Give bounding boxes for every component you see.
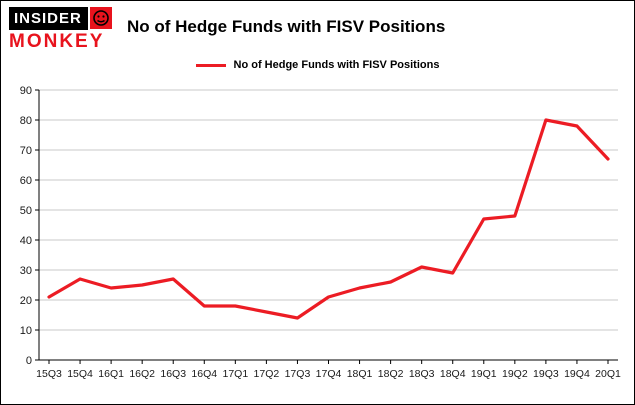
x-tick-label: 20Q1 [595,368,621,380]
line-chart: 0 10 20 30 40 50 60 70 80 90 15Q3 15Q4 16Q1 16Q2 16Q3 1… [20,85,621,380]
x-tick-label: 17Q1 [222,368,248,380]
y-tick-label: 60 [20,175,32,187]
y-tick-label: 90 [20,85,32,97]
monkey-icon [89,7,112,29]
y-tick-label: 50 [20,205,32,217]
y-tick-label: 70 [20,145,32,157]
page-title: No of Hedge Funds with FISV Positions [127,17,446,36]
x-tick-label: 18Q2 [378,368,404,380]
legend-label: No of Hedge Funds with FISV Positions [233,59,440,71]
x-tick-label: 16Q4 [191,368,217,380]
series-line [47,118,610,320]
logo-insider-text: INSIDER [9,7,88,30]
y-tick-label: 80 [20,115,32,127]
x-tick-label: 18Q3 [409,368,435,380]
x-tick-label: 16Q3 [160,368,186,380]
y-tick-label: 10 [20,325,32,337]
x-tick-label: 19Q3 [533,368,559,380]
x-tick-label: 15Q4 [67,368,93,380]
x-tick-label: 17Q3 [285,368,311,380]
legend-line-swatch [195,63,226,67]
x-tick-label: 18Q4 [440,368,466,380]
x-tick-label: 17Q4 [316,368,342,380]
legend: No of Hedge Funds with FISV Positions [1,59,634,71]
x-tick-label: 15Q3 [36,368,62,380]
x-tick-label: 17Q2 [254,368,280,380]
x-tick-label: 19Q1 [471,368,497,380]
x-tick-label: 19Q2 [502,368,528,380]
x-tick-label: 19Q4 [564,368,590,380]
y-tick-label: 0 [26,355,32,367]
insider-monkey-logo: INSIDER MONKEY [9,7,121,53]
x-tick-label: 16Q1 [98,368,124,380]
y-tick-label: 20 [20,295,32,307]
logo-monkey-text: MONKEY [9,31,105,52]
x-tick-label: 16Q2 [129,368,155,380]
x-tick-label: 18Q1 [347,368,373,380]
y-tick-label: 30 [20,265,32,277]
y-tick-label: 40 [20,235,32,247]
